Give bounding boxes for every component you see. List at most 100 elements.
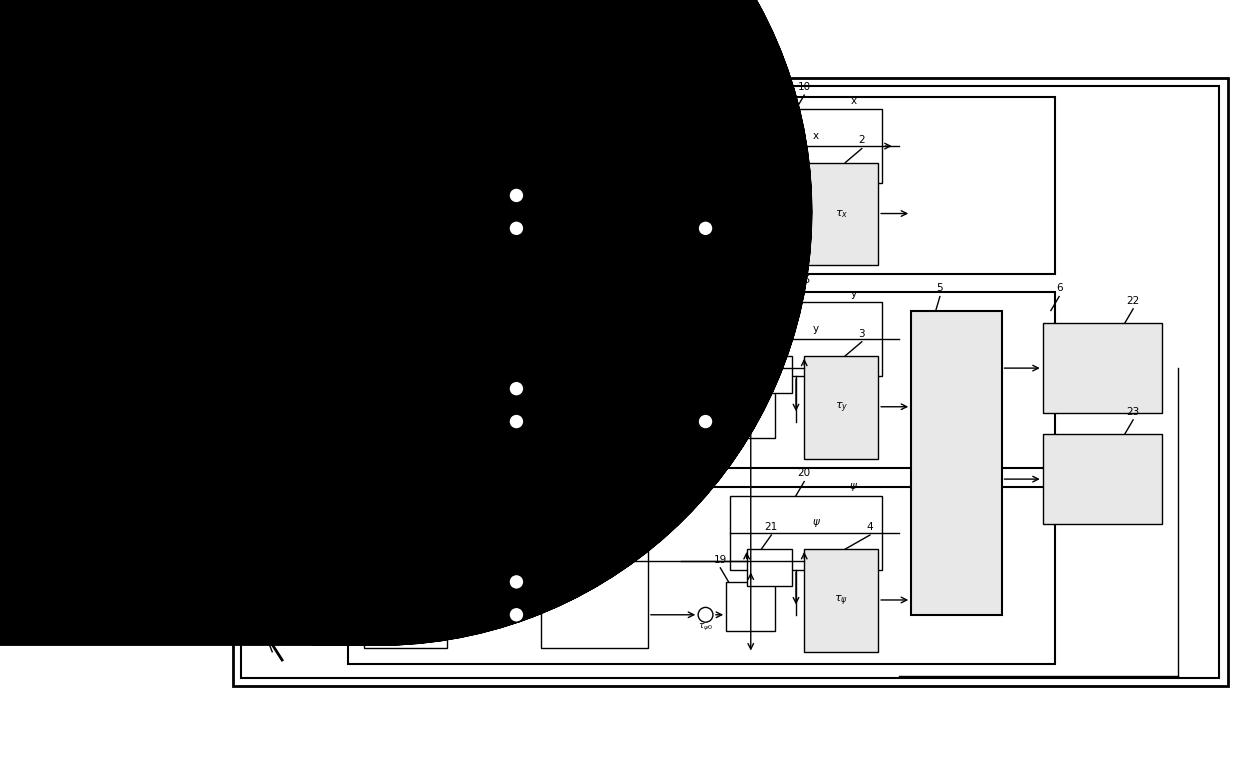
Text: $\hat{b}_x$: $\hat{b}_x$: [650, 142, 662, 159]
Text: $y_d$: $y_d$: [275, 334, 289, 345]
Text: 3: 3: [858, 328, 866, 338]
Text: 6: 6: [1055, 283, 1063, 293]
Bar: [730, 302, 883, 376]
Text: $e_{x1}$: $e_{x1}$: [510, 177, 523, 187]
Bar: [1043, 323, 1162, 413]
Text: 11: 11: [765, 135, 777, 145]
Text: 23: 23: [1126, 407, 1140, 417]
Bar: [365, 520, 446, 648]
Text: $e_{x2}$: $e_{x2}$: [510, 210, 523, 220]
Text: $\dot{\psi}_{d1}$: $\dot{\psi}_{d1}$: [445, 607, 461, 623]
Text: $e_{\psi2}$: $e_{\psi2}$: [510, 563, 523, 575]
Bar: [805, 549, 878, 652]
Text: $\tau_y$: $\tau_y$: [835, 400, 848, 415]
Text: 19: 19: [714, 555, 727, 565]
Text: $\dot{x}_d$: $\dot{x}_d$: [285, 190, 299, 206]
Text: 22: 22: [1126, 295, 1140, 306]
Text: 17: 17: [357, 493, 371, 503]
Text: x: x: [851, 96, 857, 106]
Text: 10: 10: [797, 82, 811, 92]
Bar: [365, 324, 446, 452]
Text: x: x: [291, 622, 298, 632]
Bar: [541, 549, 649, 648]
Text: $\psi$: $\psi$: [849, 481, 858, 493]
Text: 4: 4: [867, 522, 873, 532]
Bar: [730, 109, 883, 183]
Text: $\hat{z}$: $\hat{z}$: [591, 529, 598, 544]
Text: $\hat{b}_z$: $\hat{b}_z$: [675, 503, 687, 521]
Bar: [727, 582, 775, 631]
Bar: [541, 158, 649, 257]
Text: 21: 21: [765, 522, 777, 532]
Text: y: y: [812, 324, 818, 334]
Text: $\hat{b}_y$: $\hat{b}_y$: [650, 334, 662, 353]
Bar: [730, 496, 883, 570]
Text: $\hat{z}$: $\hat{z}$: [402, 501, 409, 515]
Text: $e_{\psi2}$: $e_{\psi2}$: [510, 596, 523, 607]
Circle shape: [510, 575, 523, 589]
Circle shape: [698, 221, 713, 236]
Text: 16: 16: [765, 328, 777, 338]
Text: $\dot{y}_{d1}$: $\dot{y}_{d1}$: [445, 414, 461, 429]
Text: $\tau_\psi$: $\tau_\psi$: [835, 594, 848, 608]
Bar: [805, 356, 878, 458]
Text: $\psi$: $\psi$: [255, 571, 264, 584]
Text: 7: 7: [361, 103, 367, 112]
Bar: [805, 162, 878, 265]
Text: $\hat{x}$: $\hat{x}$: [553, 114, 562, 129]
Bar: [746, 162, 792, 200]
Text: 2: 2: [858, 135, 866, 145]
Text: $\tau_{\psi0}$: $\tau_{\psi0}$: [698, 623, 713, 633]
Bar: [348, 96, 1055, 274]
Text: $\hat{y}$: $\hat{y}$: [590, 335, 599, 352]
Circle shape: [698, 607, 713, 622]
Text: $\psi_{d1}$: $\psi_{d1}$: [445, 576, 461, 588]
Text: $\hat{y}$: $\hat{y}$: [389, 308, 397, 324]
Text: 20: 20: [797, 468, 811, 478]
Text: $\hat{b}_x$: $\hat{b}_x$: [675, 112, 687, 131]
Bar: [911, 311, 1002, 615]
Circle shape: [510, 221, 523, 236]
Text: $\hat{x}$: $\hat{x}$: [402, 110, 409, 125]
Text: $\hat{x}$: $\hat{x}$: [389, 114, 397, 129]
Text: y: y: [851, 289, 857, 299]
Text: $\tau_{x0}$: $\tau_{x0}$: [698, 236, 713, 247]
Text: $\tau_{y0}$: $\tau_{y0}$: [698, 429, 713, 441]
Text: $\psi_d$: $\psi_d$: [275, 440, 289, 452]
Bar: [541, 354, 649, 453]
Text: 15: 15: [797, 275, 811, 285]
Text: 8: 8: [546, 131, 553, 142]
Text: $\psi$: $\psi$: [812, 516, 821, 529]
Text: $\psi_d$: $\psi_d$: [263, 440, 277, 452]
Text: 14: 14: [714, 361, 727, 371]
Text: $y_d$: $y_d$: [264, 334, 277, 345]
Text: x: x: [812, 132, 818, 142]
Text: x: x: [304, 178, 310, 188]
Circle shape: [510, 414, 523, 429]
Text: 18: 18: [543, 522, 556, 532]
Text: $y_{d1}$: $y_{d1}$: [445, 382, 461, 395]
Text: 1: 1: [263, 622, 269, 632]
Text: $\hat{x}$: $\hat{x}$: [611, 114, 619, 129]
Bar: [746, 356, 792, 392]
Circle shape: [510, 607, 523, 622]
Text: 13: 13: [543, 326, 556, 336]
Text: y: y: [308, 573, 314, 583]
Text: 9: 9: [717, 168, 724, 178]
Text: $e_{y2}$: $e_{y2}$: [510, 403, 523, 414]
Text: $\hat{x}$: $\hat{x}$: [574, 114, 583, 129]
Text: $e_{y1}$: $e_{y1}$: [510, 370, 523, 381]
Text: $x_{d1}$: $x_{d1}$: [445, 190, 461, 201]
Bar: [727, 195, 775, 245]
Circle shape: [510, 188, 523, 203]
Bar: [348, 487, 1055, 664]
Text: $\hat{b}_y$: $\hat{b}_y$: [675, 307, 687, 326]
Text: $\hat{y}$: $\hat{y}$: [611, 308, 619, 324]
Bar: [746, 549, 792, 586]
Text: $\hat{x}$: $\hat{x}$: [590, 143, 599, 158]
Bar: [348, 291, 1055, 468]
Text: 5: 5: [936, 283, 944, 293]
Text: $\tau_x$: $\tau_x$: [835, 208, 848, 220]
Text: $\hat{x}$: $\hat{x}$: [459, 114, 467, 129]
Text: y: y: [315, 334, 320, 344]
